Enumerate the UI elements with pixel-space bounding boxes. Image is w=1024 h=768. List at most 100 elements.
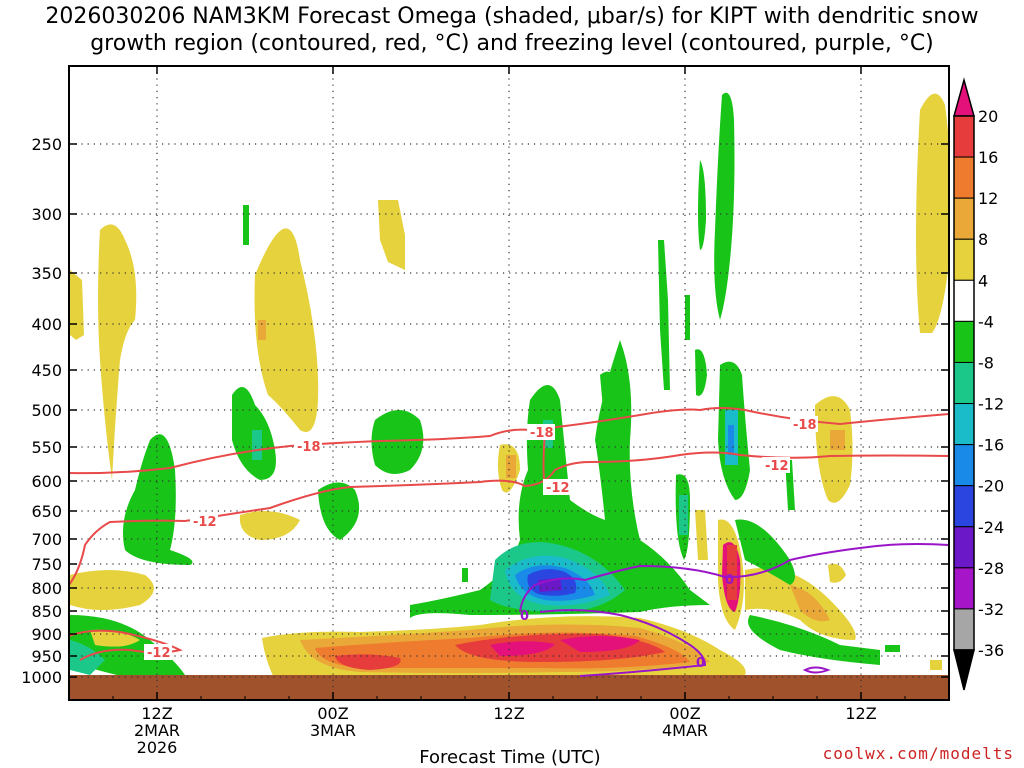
omega-region: [70, 270, 84, 340]
colorbar-top-arrow: [953, 77, 975, 117]
colorbar-segment: [953, 115, 975, 158]
omega-region: [714, 92, 735, 321]
colorbar-segment: [953, 320, 975, 363]
x-tick-label: 00Z: [317, 704, 348, 723]
omega-region: [830, 430, 845, 450]
colorbar-label: 20: [978, 107, 998, 126]
colorbar-label: 8: [978, 230, 988, 249]
omega-region: [790, 585, 830, 622]
colorbar-segment: [953, 238, 975, 281]
y-tick-label: 750: [31, 555, 62, 574]
colorbar-label: -32: [978, 600, 1004, 619]
omega-region: [658, 240, 670, 390]
omega-region: [70, 570, 154, 610]
colorbar-segment: [953, 361, 975, 405]
grid: [69, 66, 949, 700]
x-tick-label: 2MAR: [134, 721, 180, 740]
dgz-contour-minus18: [69, 407, 949, 475]
colorbar-label: -24: [978, 518, 1004, 537]
colorbar-segment: [953, 485, 975, 528]
omega-region: [828, 563, 846, 583]
freezing-level-contour: [539, 609, 707, 677]
y-tick-label: 900: [31, 625, 62, 644]
contour-label: -18: [297, 440, 321, 455]
omega-region: [490, 641, 555, 656]
omega-region: [70, 640, 105, 675]
y-tick-label: 250: [31, 135, 62, 154]
contour-label: 0: [696, 656, 705, 671]
omega-region: [371, 410, 424, 474]
x-tick-label: 12Z: [493, 704, 524, 723]
omega-region: [254, 228, 319, 432]
ground-surface: [69, 675, 949, 700]
x-tick-label: 12Z: [845, 704, 876, 723]
y-tick-label: 500: [31, 401, 62, 420]
omega-region: [885, 645, 900, 652]
colorbar-label: -36: [978, 641, 1004, 660]
y-tick-label: 450: [31, 361, 62, 380]
colorbar-label: -28: [978, 559, 1004, 578]
contour-label: -18: [793, 418, 817, 433]
dgz-contour-minus12: [69, 451, 949, 586]
colorbar-segment: [953, 526, 975, 569]
omega-region: [335, 654, 401, 670]
omega-region: [98, 224, 137, 480]
y-tick-label: 800: [31, 579, 62, 598]
omega-region: [748, 615, 880, 665]
y-tick-label: 600: [31, 472, 62, 491]
omega-region: [600, 371, 618, 420]
contour-label: -12: [546, 481, 570, 496]
y-tick-label: 400: [31, 315, 62, 334]
omega-shading: [70, 92, 949, 680]
x-tick-label: 00Z: [669, 704, 700, 723]
colorbar-label: 4: [978, 271, 988, 290]
omega-region: [916, 93, 949, 333]
colorbar-segment: [953, 444, 975, 487]
x-tick-label: 3MAR: [310, 721, 356, 740]
x-tick-label: 2026: [137, 738, 178, 757]
x-axis-label: Forecast Time (UTC): [419, 747, 600, 768]
omega-region: [318, 482, 360, 540]
chart-title-line1: 2026030206 NAM3KM Forecast Omega (shaded…: [45, 4, 979, 29]
omega-region: [252, 430, 262, 460]
omega-region: [728, 425, 734, 455]
colorbar-label: -4: [978, 312, 994, 331]
colorbar-label: -8: [978, 353, 994, 372]
y-tick-label: 1000: [21, 668, 62, 687]
y-tick-label: 950: [31, 647, 62, 666]
colorbar-label: -20: [978, 477, 1004, 496]
omega-region: [378, 200, 405, 270]
y-tick-label: 700: [31, 530, 62, 549]
colorbar-segment: [953, 567, 975, 610]
colorbar-segment: [953, 608, 975, 651]
colorbar-segment: [953, 279, 975, 322]
y-tick-label: 650: [31, 502, 62, 521]
colorbar-label: 16: [978, 148, 998, 167]
omega-region: [727, 545, 737, 600]
omega-region: [506, 455, 516, 478]
colorbar-segment: [953, 197, 975, 240]
omega-region: [243, 205, 249, 245]
chart-title-line2: growth region (contoured, red, °C) and f…: [90, 31, 934, 56]
colorbar: 20 16 12 8 4 -4 -8 -12 -16 -20 -24 -28 -32 -36: [953, 77, 1004, 691]
contour-label: -18: [530, 426, 554, 441]
omega-region: [735, 519, 795, 585]
colorbar-frame: [953, 115, 975, 651]
omega-region: [698, 160, 706, 250]
freezing-level-contour: [802, 666, 831, 674]
omega-region: [258, 320, 266, 340]
omega-region: [239, 511, 300, 540]
colorbar-segment: [953, 403, 975, 446]
omega-region: [679, 495, 688, 535]
contours: [69, 407, 949, 677]
x-tick-label: 12Z: [141, 704, 172, 723]
freezing-level-contour: [519, 543, 949, 613]
contour-label: -12: [147, 646, 171, 661]
colorbar-label: -16: [978, 436, 1004, 455]
omega-region: [122, 434, 193, 565]
contour-label: 0: [725, 573, 734, 588]
colorbar-label: -12: [978, 395, 1004, 414]
y-tick-label: 300: [31, 205, 62, 224]
